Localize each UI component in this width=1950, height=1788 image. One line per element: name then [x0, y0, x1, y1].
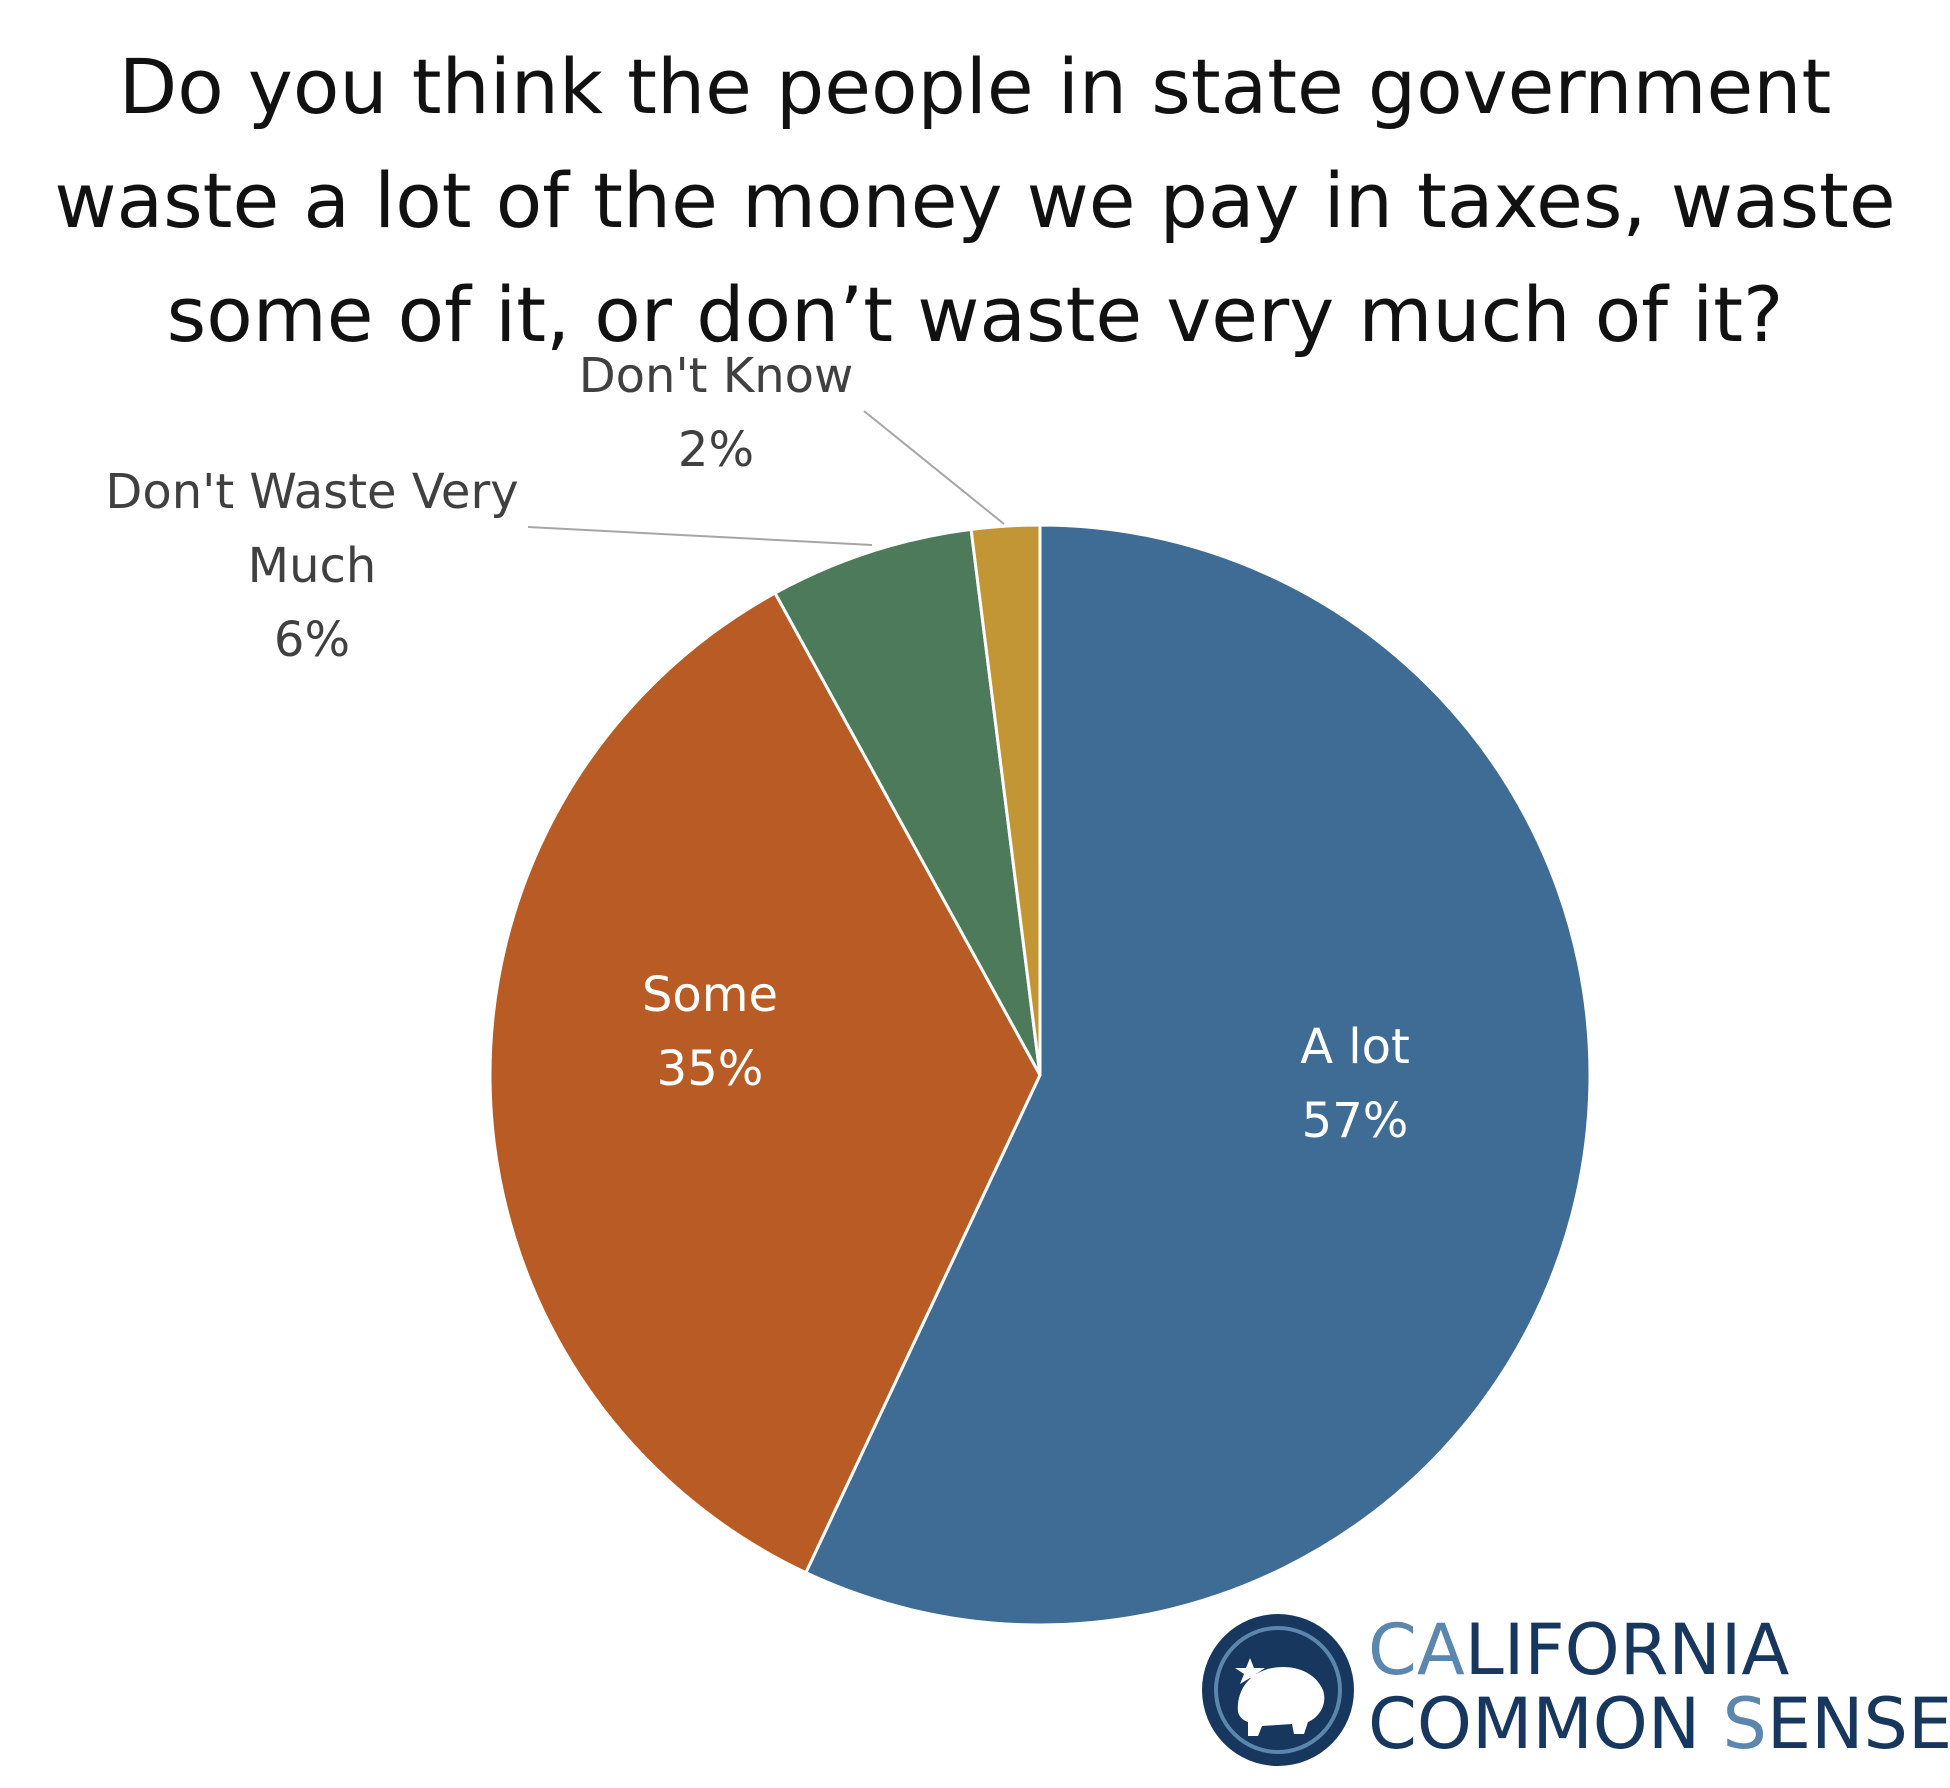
chart-title-line-1: Do you think the people in state governm…: [118, 42, 1832, 131]
logo-line-2-rest: ENSE: [1767, 1683, 1950, 1765]
leader-lines: [527, 410, 1005, 546]
logo-emblem-icon: [1202, 1614, 1354, 1766]
pie-slices: [488, 523, 1592, 1627]
leader-line-dont-know: [863, 410, 1005, 525]
pie-slice-a-lot: [804, 523, 1592, 1627]
pie-slice-some: [488, 591, 1042, 1575]
slice-name-dont-know: Don't Know: [579, 348, 854, 404]
chart-title-line-3: some of it, or don’t waste very much of …: [166, 270, 1784, 359]
slice-percent-dont-know: 2%: [678, 422, 754, 478]
logo-line-2-accent: S: [1722, 1683, 1766, 1765]
slice-percent-dont-waste: 6%: [274, 612, 350, 668]
slice-label-dont-waste: Don't Waste Very Much 6%: [105, 464, 518, 668]
slice-percent-some: 35%: [657, 1041, 764, 1097]
logo-line-1-rest: LIFORNIA: [1465, 1609, 1790, 1691]
chart-title: Do you think the people in state governm…: [40, 30, 1910, 372]
leader-line-dont-waste: [527, 526, 873, 546]
slice-label-a-lot: A lot 57%: [1300, 1019, 1410, 1149]
slice-name-a-lot: A lot: [1300, 1019, 1410, 1075]
slice-percent-a-lot: 57%: [1302, 1093, 1409, 1149]
pie-slice-dont-waste: [773, 527, 1042, 1077]
slice-labels: A lot 57%Some 35%Don't Waste Very Much 6%Don…: [105, 348, 1409, 1149]
slice-label-some: Some 35%: [642, 967, 778, 1097]
chart-title-line-2: waste a lot of the money we pay in taxes…: [54, 156, 1896, 245]
pie-slice-dont-know: [969, 523, 1042, 1077]
logo-line-2: COMMON SENSE: [1368, 1683, 1950, 1765]
slice-name-dont-waste: Much: [248, 538, 377, 594]
logo-line-1: CALIFORNIA: [1368, 1609, 1789, 1691]
logo-line-1-accent: CA: [1368, 1609, 1465, 1691]
slice-name-dont-waste: Don't Waste Very: [105, 464, 518, 520]
logo: CALIFORNIA COMMON SENSE: [1202, 1609, 1950, 1766]
slice-name-some: Some: [642, 967, 778, 1023]
logo-line-2-part1: COMMON: [1368, 1683, 1722, 1765]
slice-label-dont-know: Don't Know 2%: [579, 348, 854, 478]
